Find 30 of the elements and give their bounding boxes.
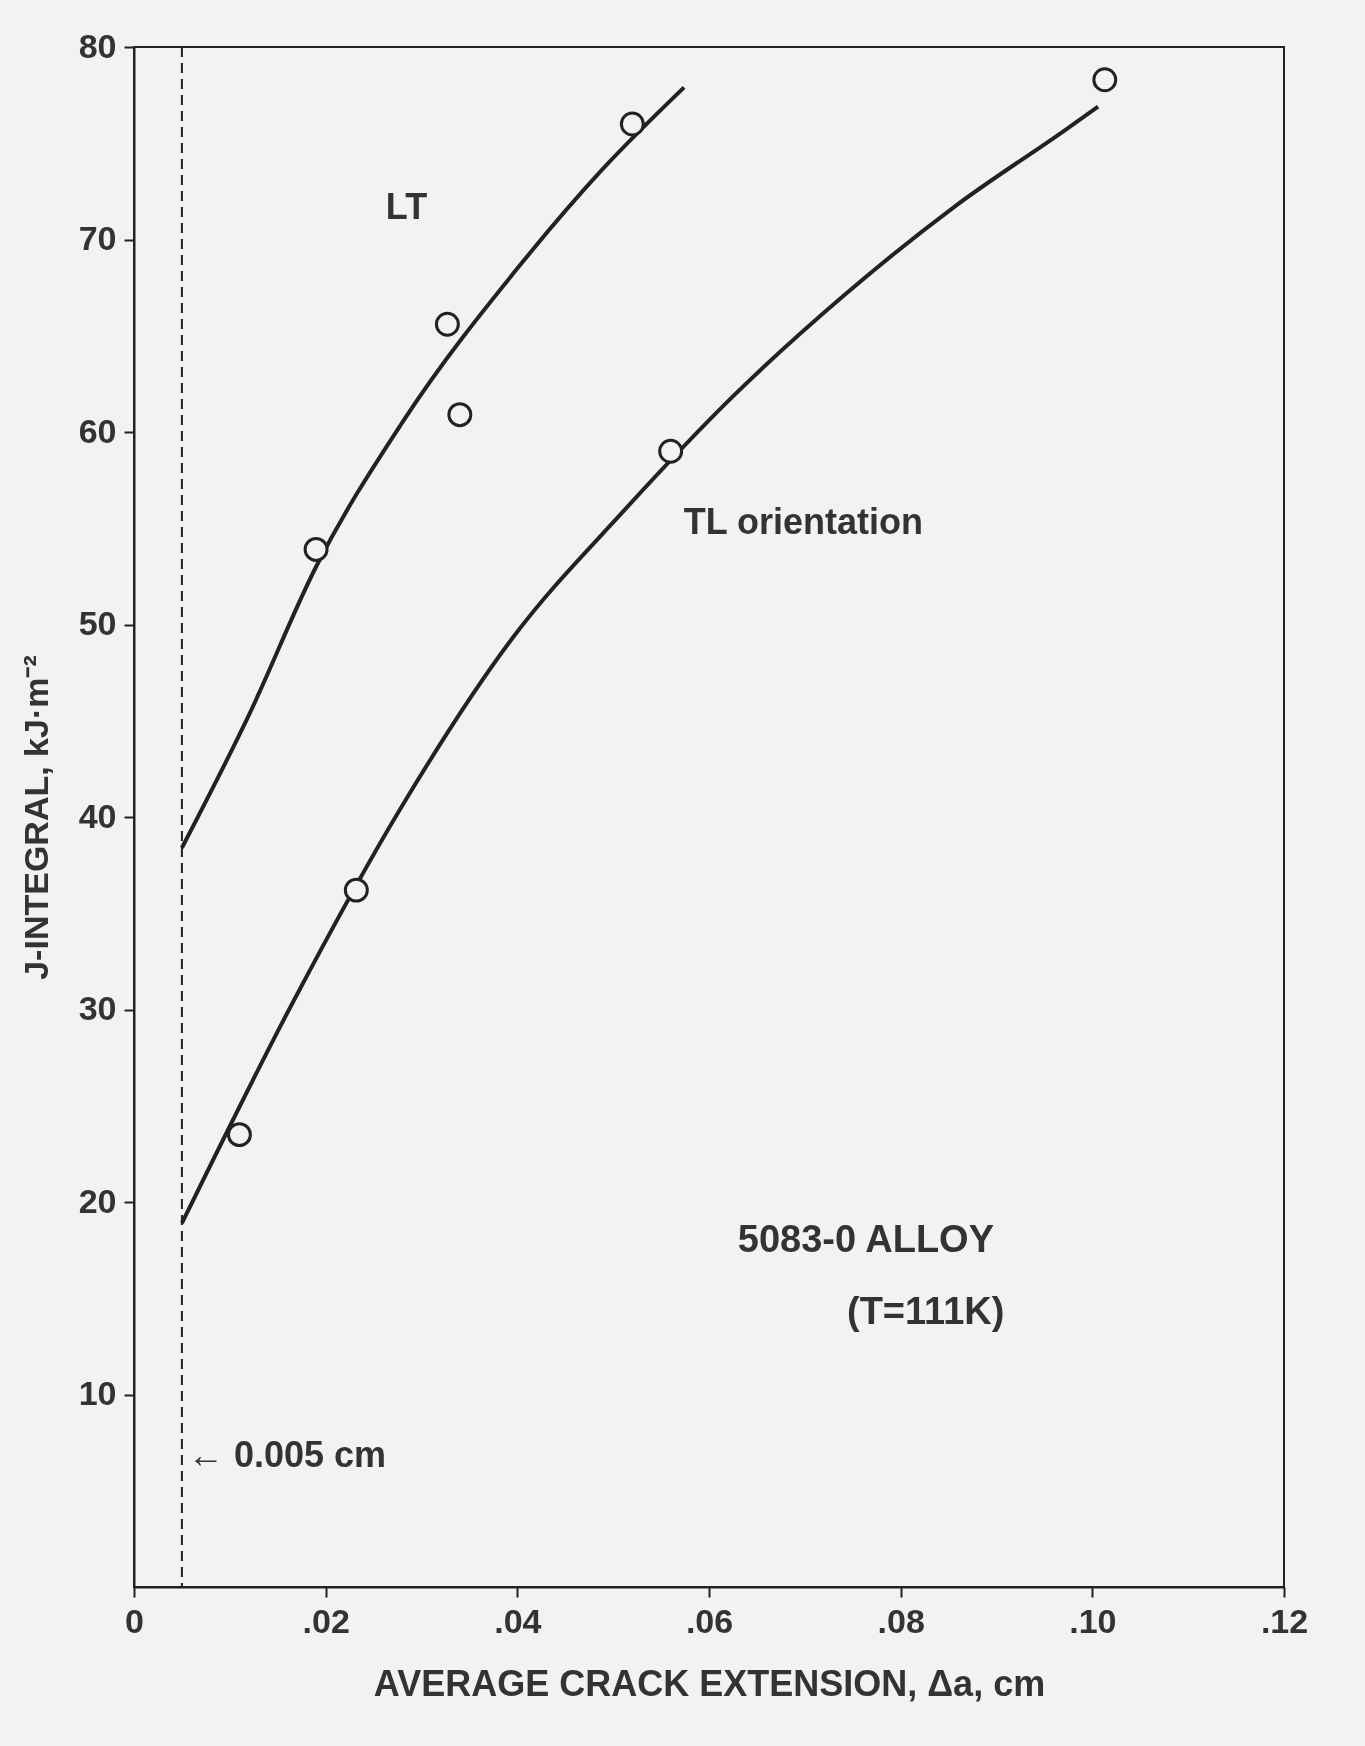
x-tick-label: 0 <box>125 1601 144 1640</box>
x-axis-title: AVERAGE CRACK EXTENSION, Δa, cm <box>373 1662 1046 1704</box>
annotation: 5083-0 ALLOY <box>737 1217 994 1260</box>
point <box>434 311 460 337</box>
x-tick-label: .10 <box>1069 1601 1117 1640</box>
y-tick-label: 70 <box>78 219 117 257</box>
y-tick-label: 30 <box>78 989 117 1027</box>
y-tick-label: 80 <box>78 26 117 65</box>
point <box>619 111 645 137</box>
y-tick-label: 10 <box>78 1374 117 1412</box>
x-tick-label: .06 <box>685 1601 734 1640</box>
point <box>226 1122 252 1148</box>
point <box>1092 67 1118 93</box>
x-tick-label: .08 <box>877 1601 925 1640</box>
x-tick-label: .02 <box>302 1601 350 1640</box>
text: LT <box>385 185 428 227</box>
point <box>658 438 684 464</box>
y-tick-label: 50 <box>78 604 117 642</box>
point <box>447 402 473 428</box>
point <box>303 536 329 562</box>
ref-line-label: ← 0.005 cm <box>187 1434 387 1476</box>
x-tick-label: .04 <box>494 1601 542 1640</box>
x-tick-label: .12 <box>1260 1601 1309 1640</box>
annotation: (T=111K) <box>847 1289 1005 1332</box>
series-label: TL orientation <box>683 500 924 542</box>
y-tick-label: 40 <box>78 796 117 835</box>
y-tick-label: 60 <box>78 411 117 450</box>
y-tick-label: 20 <box>78 1181 117 1220</box>
y-axis-title: J-INTEGRAL, kJ·m⁻² <box>16 655 55 980</box>
point <box>343 877 369 903</box>
